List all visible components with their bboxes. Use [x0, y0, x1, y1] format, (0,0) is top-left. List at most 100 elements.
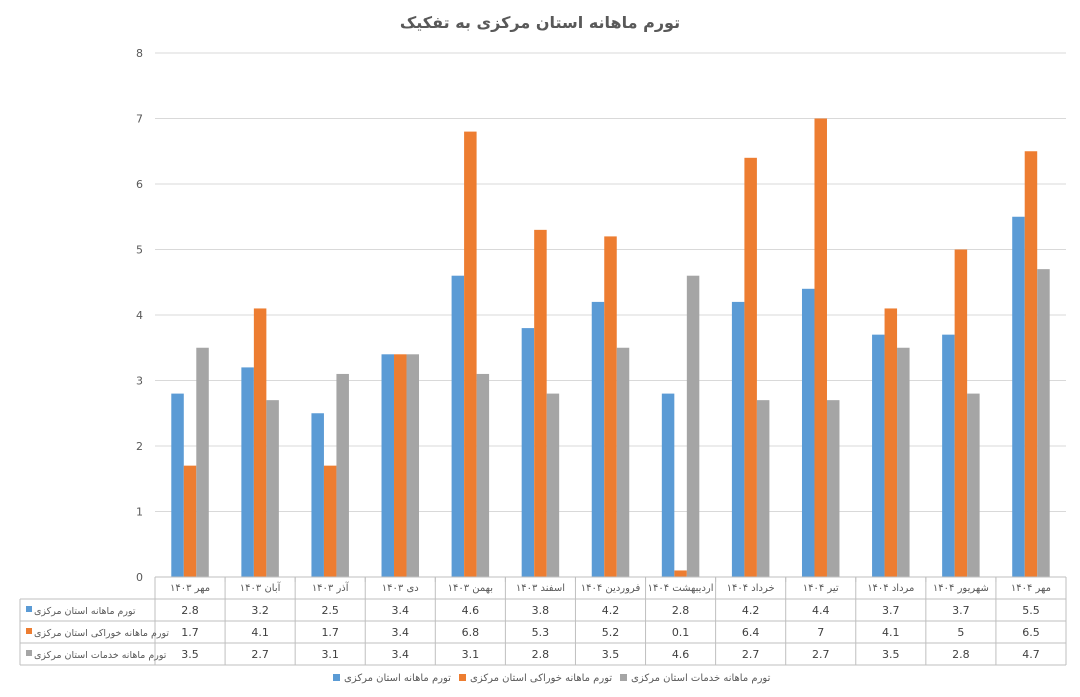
table-cell: 4.7 — [1022, 648, 1040, 661]
legend-key — [26, 650, 32, 656]
bar — [406, 354, 420, 577]
table-cell: 3.7 — [882, 604, 900, 617]
table-cell: 6.4 — [742, 626, 760, 639]
bar — [451, 275, 465, 577]
table-cell: 4.2 — [602, 604, 620, 617]
bar — [942, 334, 955, 577]
table-cell: 3.1 — [462, 648, 480, 661]
table-cell: 2.8 — [181, 604, 199, 617]
bar — [183, 465, 197, 577]
bar — [744, 157, 757, 578]
table-cell: 6.5 — [1022, 626, 1040, 639]
category-label: بهمن ۱۴۰۳ — [448, 583, 493, 594]
table-cell: 4.2 — [742, 604, 760, 617]
table-cell: 3.2 — [251, 604, 269, 617]
table-cell: 2.8 — [672, 604, 690, 617]
table-cell: 2.7 — [812, 648, 830, 661]
category-label: مرداد ۱۴۰۴ — [867, 583, 914, 594]
bar — [311, 413, 324, 577]
bar — [954, 249, 968, 577]
bar — [464, 131, 477, 577]
y-tick-label: 8 — [136, 47, 143, 60]
bar — [756, 400, 770, 577]
category-label: اسفند ۱۴۰۳ — [516, 583, 565, 594]
legend: تورم ماهانه استان مرکزی تورم ماهانه خوراک… — [333, 673, 771, 684]
category-label: آذر ۱۴۰۳ — [312, 581, 350, 594]
table-cell: 3.4 — [392, 648, 410, 661]
table-cell: 3.4 — [392, 604, 410, 617]
data-table: مهر ۱۴۰۳ آبان ۱۴۰۳ آذر ۱۴۰۳ دی ۱۴۰۳ بهمن ۱۴۰… — [19, 576, 1067, 666]
y-tick-label: 3 — [136, 375, 143, 388]
bar — [266, 400, 279, 577]
bar — [171, 393, 184, 577]
category-label: شهریور ۱۴۰۴ — [933, 583, 989, 594]
table-cell: 3.5 — [181, 648, 199, 661]
table-cell: 4.1 — [882, 626, 900, 639]
legend-swatch — [620, 674, 627, 681]
category-label: مهر ۱۴۰۳ — [170, 583, 210, 594]
category-label: اردیبهشت ۱۴۰۴ — [648, 583, 714, 594]
series-row-label: تورم ماهانه استان مرکزی — [34, 606, 136, 617]
y-tick-label: 5 — [136, 244, 143, 257]
series-row-label: تورم ماهانه خدمات استان مرکزی — [34, 650, 167, 661]
table-cell: 3.1 — [321, 648, 339, 661]
y-tick-label: 7 — [136, 113, 143, 126]
table-cell: 3.4 — [392, 626, 410, 639]
bar — [534, 229, 547, 577]
bar — [884, 308, 898, 577]
table-cell: 4.1 — [251, 626, 269, 639]
category-label: فروردین ۱۴۰۴ — [581, 583, 641, 594]
table-cell: 2.5 — [321, 604, 339, 617]
legend-key — [26, 606, 32, 612]
table-cell: 7 — [817, 626, 824, 639]
table-cell: 1.7 — [321, 626, 339, 639]
table-cell: 4.6 — [672, 648, 690, 661]
bar — [604, 236, 617, 577]
table-cell: 3.7 — [952, 604, 970, 617]
bar — [967, 393, 980, 577]
bar — [661, 393, 675, 577]
bars — [171, 118, 1050, 578]
bar — [801, 288, 815, 577]
table-cell: 2.7 — [742, 648, 760, 661]
table-cell: 2.8 — [532, 648, 550, 661]
y-tick-label: 6 — [136, 178, 143, 191]
legend-label: تورم ماهانه خوراکی استان مرکزی — [470, 673, 612, 684]
table-cell: 4.6 — [462, 604, 480, 617]
table-cell: 5 — [957, 626, 964, 639]
bar — [546, 393, 560, 577]
table-cell: 4.4 — [812, 604, 830, 617]
category-label: آبان ۱۴۰۳ — [240, 581, 282, 594]
table-cell: 5.2 — [602, 626, 620, 639]
bar — [241, 367, 254, 577]
table-cell: 3.5 — [602, 648, 620, 661]
bar — [872, 334, 885, 577]
y-tick-label: 4 — [136, 309, 143, 322]
bar — [826, 400, 840, 577]
table-cell: 2.7 — [251, 648, 269, 661]
legend-key — [26, 628, 32, 634]
table-cell: 6.8 — [462, 626, 480, 639]
y-tick-label: 2 — [136, 440, 143, 453]
series-row-label: تورم ماهانه خوراکی استان مرکزی — [34, 628, 169, 639]
legend-label: تورم ماهانه استان مرکزی — [344, 673, 451, 684]
bar — [381, 354, 395, 577]
category-label: تیر ۱۴۰۴ — [803, 583, 839, 594]
bar — [394, 354, 407, 577]
category-label: دی ۱۴۰۳ — [382, 583, 419, 594]
legend-label: تورم ماهانه خدمات استان مرکزی — [631, 673, 771, 684]
table-cell: 5.5 — [1022, 604, 1040, 617]
bar — [674, 570, 687, 577]
table-cell: 5.3 — [532, 626, 550, 639]
bar — [591, 301, 605, 577]
category-label: مهر ۱۴۰۴ — [1011, 583, 1051, 594]
y-tick-label: 1 — [136, 506, 143, 519]
table-cell: 2.8 — [952, 648, 970, 661]
bar — [731, 301, 745, 577]
bar — [336, 373, 349, 577]
table-cell: 3.5 — [882, 648, 900, 661]
bar — [1012, 216, 1025, 577]
table-cell: 0.1 — [672, 626, 690, 639]
